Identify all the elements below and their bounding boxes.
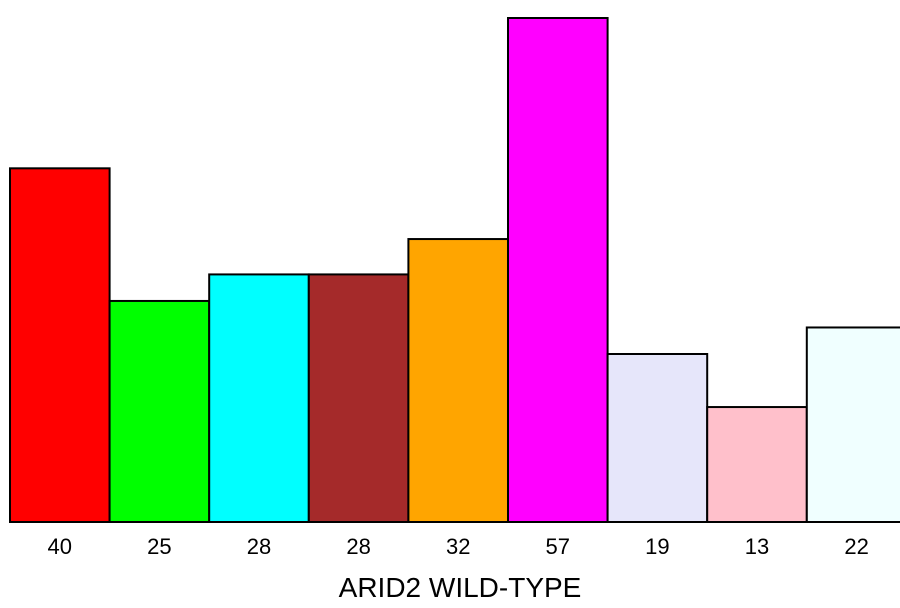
bars-group (9, 17, 900, 524)
bar-5 (407, 238, 509, 523)
x-tick-label-8: 13 (745, 534, 769, 559)
bar-1 (9, 167, 111, 523)
bar-2 (108, 299, 211, 523)
bar-9 (805, 326, 900, 524)
bar-3 (208, 273, 310, 523)
x-tick-label-2: 25 (147, 534, 171, 559)
x-tick-label-9: 22 (844, 534, 868, 559)
x-tick-label-5: 32 (446, 534, 470, 559)
bar-6 (507, 17, 609, 523)
tick-labels-group: 40 25 28 28 32 57 19 13 22 (48, 534, 869, 559)
bar-4 (307, 273, 410, 523)
x-tick-label-3: 28 (247, 534, 271, 559)
x-tick-label-6: 57 (546, 534, 570, 559)
x-tick-label-1: 40 (48, 534, 72, 559)
bar-7 (606, 353, 709, 523)
x-tick-label-7: 19 (645, 534, 669, 559)
x-tick-label-4: 28 (346, 534, 370, 559)
bar-8 (706, 406, 808, 524)
x-axis-label: ARID2 WILD-TYPE (339, 572, 582, 603)
